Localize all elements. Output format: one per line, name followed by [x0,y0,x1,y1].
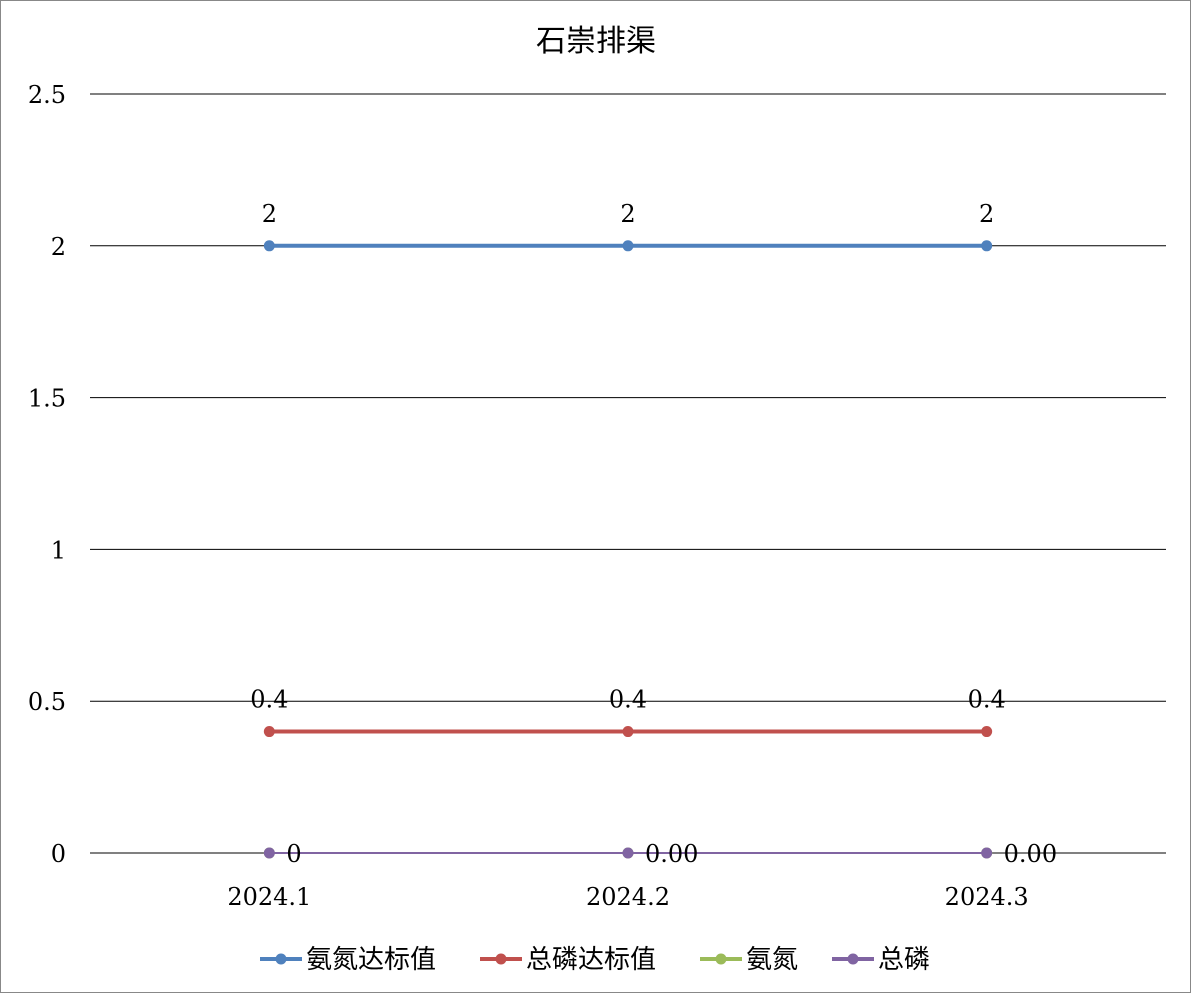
y-tick-label: 1.5 [28,385,66,413]
data-point [622,847,634,859]
data-point [263,240,275,252]
data-label: 0.4 [250,686,288,714]
x-tick-label: 2024.3 [945,883,1029,911]
legend-marker [495,953,507,965]
chart-title: 石崇排渠 [536,24,656,59]
y-tick-label: 1 [51,536,66,564]
data-label: 0.00 [1004,840,1057,868]
legend-label: 总磷达标值 [526,945,656,975]
data-label: 0 [286,840,301,868]
x-tick-label: 2024.1 [227,883,311,911]
x-tick-label: 2024.2 [586,883,670,911]
data-label: 2 [979,200,994,228]
data-point [622,726,634,738]
legend-marker [715,953,727,965]
legend-label: 氨氮达标值 [306,945,436,975]
data-label: 0.4 [609,686,647,714]
data-label: 0.4 [968,686,1006,714]
y-tick-label: 0.5 [28,688,66,716]
data-point [622,240,634,252]
data-label: 2 [620,200,635,228]
data-point [263,847,275,859]
y-tick-label: 0 [51,840,66,868]
data-label: 2 [262,200,277,228]
data-point [263,726,275,738]
legend-label: 氨氮 [746,945,798,975]
y-tick-label: 2 [51,233,66,261]
legend-label: 总磷 [878,945,930,975]
data-point [981,847,993,859]
data-point [981,240,993,252]
y-tick-label: 2.5 [28,81,66,109]
legend-marker [847,953,859,965]
data-point [981,726,993,738]
data-label: 0.00 [645,840,698,868]
legend-marker [275,953,287,965]
